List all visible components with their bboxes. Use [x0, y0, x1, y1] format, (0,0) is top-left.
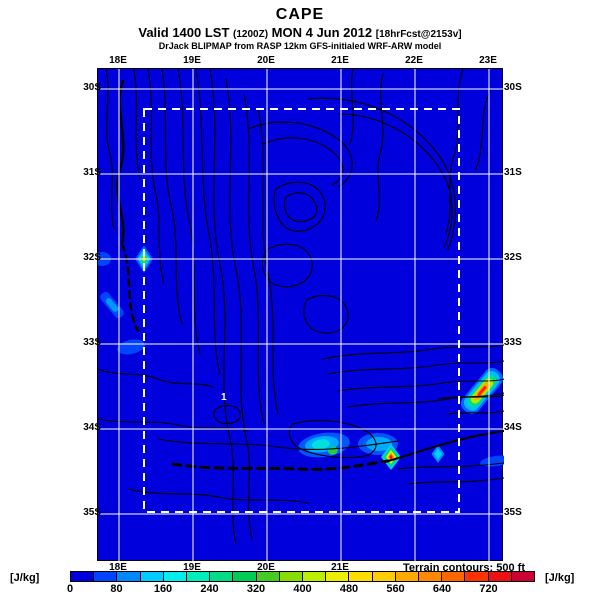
lon-label-top-21E: 21E: [331, 55, 349, 66]
lon-label-top-22E: 22E: [405, 55, 423, 66]
colorbar-tick-480: 480: [339, 583, 359, 595]
colorbar-segment-680: [464, 572, 488, 581]
lat-label-left-31S: 31S: [83, 167, 101, 178]
lon-label-top-20E: 20E: [257, 55, 275, 66]
cape-hotspot-west-streak: [100, 291, 124, 319]
lat-label-left-33S: 33S: [83, 337, 101, 348]
contour-value-label: 1: [221, 392, 227, 403]
colorbar-segment-440: [325, 572, 349, 581]
valid-time-main: Valid 1400 LST: [138, 25, 230, 40]
lon-label-bottom-21E: 21E: [331, 562, 349, 573]
colorbar-segment-120: [139, 572, 163, 581]
lon-label-bottom-18E: 18E: [109, 562, 127, 573]
cape-hotspot-cyan-diamond: [431, 445, 445, 463]
colorbar-tick-0: 0: [66, 583, 74, 595]
colorbar-segment-480: [348, 572, 372, 581]
colorbar-unit-left: [J/kg]: [10, 572, 40, 584]
colorbar-segment-80: [116, 572, 140, 581]
colorbar-tick-560: 560: [386, 583, 405, 595]
colorbar-tick-80: 80: [110, 583, 123, 595]
valid-time-utc: (1200Z): [233, 29, 269, 40]
colorbar-segment-320: [255, 572, 279, 581]
colorbar-tick-240: 240: [200, 583, 219, 595]
lon-label-top-23E: 23E: [479, 55, 497, 66]
lon-label-bottom-19E: 19E: [183, 562, 201, 573]
lat-label-right-35S: 35S: [504, 507, 522, 518]
colorbar-segment-0: [71, 572, 94, 581]
colorbar-segment-520: [371, 572, 395, 581]
colorbar-segment-640: [441, 572, 465, 581]
colorbar-segment-760: [510, 572, 535, 581]
colorbar-segment-400: [302, 572, 326, 581]
colorbar-tick-320: 320: [246, 583, 266, 595]
page-title: CAPE: [275, 6, 325, 23]
nest-boundary: [143, 108, 460, 513]
colorbar-segment-360: [278, 572, 303, 581]
colorbar: [70, 571, 535, 582]
coastline-contours: [116, 79, 505, 471]
colorbar-segment-200: [186, 572, 210, 581]
cape-hotspot-east-max: [460, 367, 504, 415]
colorbar-segment-40: [93, 572, 117, 581]
model-info-line: DrJack BLIPMAP from RASP 12km GFS-initia…: [158, 41, 442, 51]
colorbar-tick-160: 160: [153, 583, 173, 595]
lat-label-right-30S: 30S: [504, 82, 522, 93]
lat-label-right-33S: 33S: [504, 337, 522, 348]
colorbar-tick-720: 720: [479, 583, 498, 595]
lat-label-left-30S: 30S: [83, 82, 101, 93]
lon-label-bottom-20E: 20E: [257, 562, 275, 573]
colorbar-unit-right: [J/kg]: [545, 572, 575, 584]
cape-hotspots: [93, 245, 512, 470]
terrain-contours: [97, 68, 505, 545]
map-plot-svg: [93, 68, 512, 562]
colorbar-segment-240: [209, 572, 233, 581]
forecast-hour: [18hrFcst@2153v]: [375, 29, 462, 40]
graticule-grid: [98, 69, 504, 562]
valid-date: MON 4 Jun 2012: [271, 25, 373, 40]
lon-label-top-18E: 18E: [109, 55, 127, 66]
colorbar-segment-560: [394, 572, 419, 581]
lon-label-top-19E: 19E: [183, 55, 201, 66]
valid-time-line: Valid 1400 LST (1200Z) MON 4 Jun 2012 [1…: [0, 25, 600, 40]
map-canvas: [93, 68, 512, 562]
lat-label-left-32S: 32S: [83, 252, 101, 263]
colorbar-segment-720: [487, 572, 511, 581]
colorbar-tick-400: 400: [293, 583, 312, 595]
lat-label-right-31S: 31S: [504, 167, 522, 178]
colorbar-segment-600: [418, 572, 442, 581]
colorbar-tick-640: 640: [432, 583, 452, 595]
lat-label-right-34S: 34S: [504, 422, 522, 433]
lat-label-left-35S: 35S: [83, 507, 101, 518]
colorbar-segment-160: [162, 572, 187, 581]
lat-label-right-32S: 32S: [504, 252, 522, 263]
lat-label-left-34S: 34S: [83, 422, 101, 433]
colorbar-segment-280: [232, 572, 256, 581]
